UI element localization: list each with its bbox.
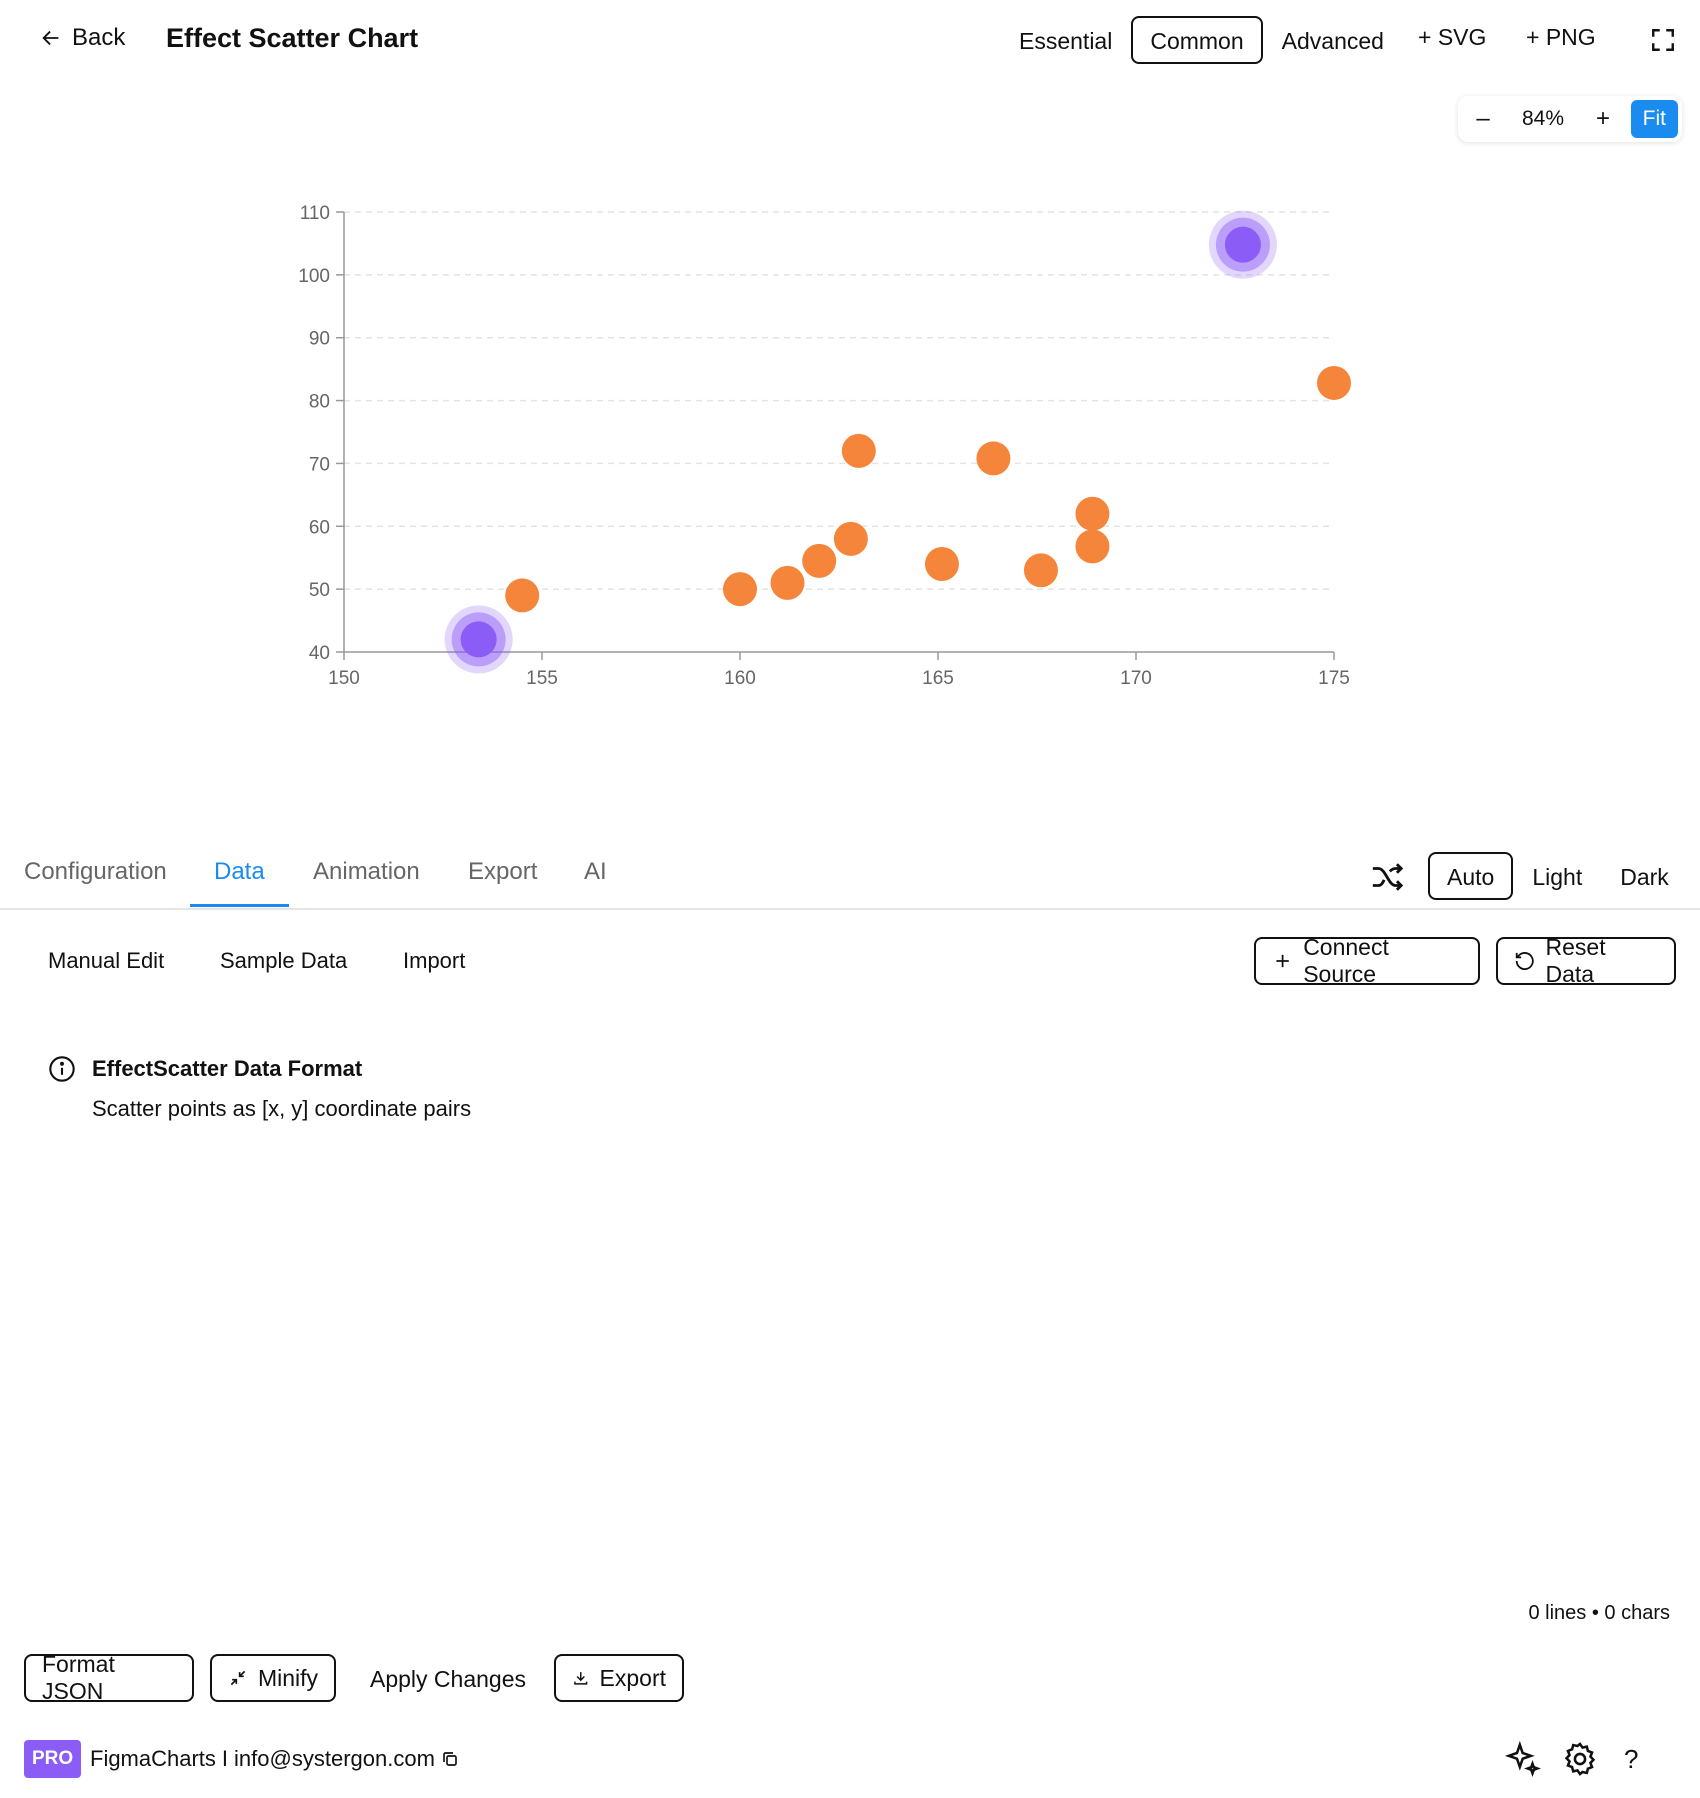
level-switcher: Essential Common Advanced [1000, 16, 1403, 64]
x-tick-label: 150 [328, 668, 360, 689]
editor-counts: 0 lines • 0 chars [1528, 1602, 1670, 1624]
x-tick-label: 175 [1318, 668, 1350, 689]
footer-separator: I [221, 1746, 229, 1771]
subtab-manual-edit[interactable]: Manual Edit [48, 948, 165, 973]
scatter-point [833, 521, 868, 556]
apply-changes-button[interactable]: Apply Changes [370, 1666, 526, 1692]
theme-auto[interactable]: Auto [1428, 852, 1514, 900]
reset-data-button[interactable]: Reset Data [1496, 934, 1676, 987]
add-png-button[interactable]: + PNG [1526, 24, 1596, 50]
format-json-label: Format JSON [42, 1651, 115, 1704]
y-tick-label: 80 [309, 392, 330, 413]
scatter-point [924, 547, 959, 581]
y-tick-label: 90 [309, 329, 330, 350]
minimize-icon [230, 1670, 246, 1686]
chart-area: 40 50 60 70 80 90 100 110 150 155 160 165 170 175 [280, 190, 1460, 710]
y-tick-label: 100 [298, 266, 330, 287]
footer-info: FigmaCharts I info@systergon.com [90, 1746, 459, 1772]
scatter-chart: 40 50 60 70 80 90 100 110 150 155 160 165 170 175 [298, 203, 1351, 689]
info-icon [49, 1056, 75, 1082]
reset-data-label: Reset Data [1545, 934, 1606, 987]
subtab-sample-data[interactable]: Sample Data [220, 948, 348, 973]
tab-configuration[interactable]: Configuration [24, 858, 167, 885]
tab-export[interactable]: Export [468, 858, 538, 885]
scatter-point [841, 433, 876, 468]
scatter-point [1317, 365, 1351, 400]
back-button[interactable]: Back [40, 24, 125, 52]
sparkles-icon[interactable] [1504, 1740, 1542, 1778]
help-button[interactable]: ? [1624, 1744, 1639, 1774]
scatter-point [1023, 553, 1058, 588]
tab-data[interactable]: Data [190, 858, 289, 907]
level-essential[interactable]: Essential [1019, 28, 1113, 54]
tab-animation[interactable]: Animation [313, 858, 420, 885]
y-tick-label: 50 [309, 580, 330, 601]
minify-button[interactable]: Minify [210, 1654, 336, 1702]
export-button[interactable]: Export [554, 1654, 684, 1702]
fit-button[interactable]: Fit [1630, 100, 1678, 138]
x-tick-label: 170 [1120, 668, 1152, 689]
info-title: EffectScatter Data Format [92, 1056, 363, 1081]
y-tick-label: 60 [309, 517, 330, 538]
fullscreen-icon[interactable] [1650, 27, 1676, 53]
theme-dark[interactable]: Dark [1620, 864, 1669, 890]
export-label: Export [599, 1664, 666, 1691]
zoom-out-button[interactable]: – [1476, 105, 1490, 132]
scatter-point [770, 565, 805, 600]
scatter-point [505, 578, 540, 613]
x-tick-label: 165 [922, 668, 954, 689]
y-tick-label: 40 [309, 643, 330, 664]
effect-point [460, 621, 497, 658]
scatter-point [1075, 496, 1110, 531]
subtab-import[interactable]: Import [403, 948, 466, 973]
plus-icon [1276, 954, 1289, 968]
add-svg-button[interactable]: + SVG [1418, 24, 1487, 50]
header: Back Effect Scatter Chart Essential Comm… [0, 0, 1700, 80]
scatter-point [976, 441, 1011, 476]
arrow-left-icon [42, 30, 59, 46]
scatter-point [1075, 529, 1110, 564]
tab-ai[interactable]: AI [584, 858, 607, 885]
copy-icon[interactable] [441, 1750, 459, 1768]
y-tick-label: 110 [300, 203, 330, 224]
scatter-point [723, 572, 757, 607]
y-tick-label: 70 [309, 454, 330, 475]
zoom-in-button[interactable]: + [1595, 105, 1610, 132]
zoom-control: – 84% + Fit [1458, 96, 1682, 142]
format-json-button[interactable]: Format JSON [24, 1651, 194, 1704]
level-advanced[interactable]: Advanced [1281, 28, 1384, 54]
theme-switcher: Auto Light Dark [1428, 852, 1688, 900]
reset-icon [1515, 952, 1534, 970]
connect-source-button[interactable]: Connect Source [1254, 934, 1480, 987]
brand-name: FigmaCharts [90, 1746, 216, 1771]
tab-bar: Configuration Data Animation Export AI [0, 850, 1700, 910]
download-icon [574, 1672, 588, 1685]
effect-point [1224, 226, 1261, 263]
settings-gear-icon[interactable] [1561, 1740, 1599, 1778]
connect-source-label: Connect Source [1303, 934, 1389, 987]
zoom-level: 84% [1521, 107, 1565, 130]
level-common[interactable]: Common [1131, 16, 1263, 64]
scatter-point [802, 543, 837, 578]
pro-badge: PRO [24, 1740, 82, 1778]
minify-label: Minify [257, 1664, 318, 1691]
contact-email[interactable]: info@systergon.com [234, 1746, 435, 1771]
shuffle-icon[interactable] [1370, 860, 1404, 894]
info-description: Scatter points as [x, y] coordinate pair… [92, 1096, 472, 1121]
back-label: Back [72, 24, 126, 51]
x-tick-label: 160 [724, 668, 756, 689]
page-title: Effect Scatter Chart [166, 23, 419, 53]
x-tick-label: 155 [526, 668, 558, 689]
theme-light[interactable]: Light [1532, 864, 1583, 890]
